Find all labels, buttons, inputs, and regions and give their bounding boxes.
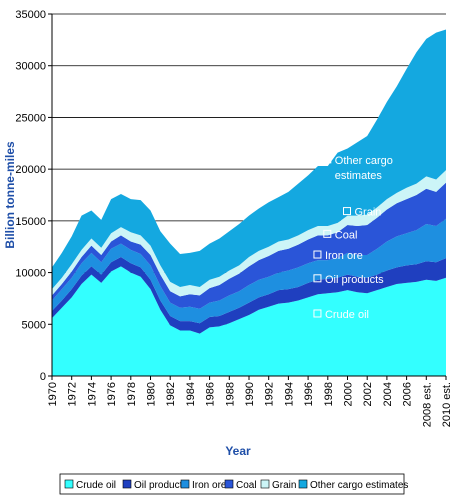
annotation-other-cargo-estimates: Other cargo estimates — [323, 155, 393, 182]
legend-swatch — [64, 479, 74, 489]
x-tick-label: 2008 est. — [421, 382, 433, 427]
x-tick-label: 1994 — [283, 382, 295, 406]
legend-label: Grain — [272, 480, 296, 491]
annotation-coal: Coal — [323, 229, 358, 241]
y-tick-label: 20000 — [15, 164, 46, 176]
legend: Crude oil Oil products Iron ore Coal Grain Ot… — [59, 473, 408, 495]
area-series — [52, 29, 446, 376]
legend-label: Coal — [236, 480, 257, 491]
x-tick-label: 2006 — [402, 382, 414, 406]
y-axis-label: Billion tonne-miles — [3, 141, 17, 249]
x-tick-label: 1970 — [47, 382, 59, 406]
x-tick-label: 1998 — [323, 382, 335, 406]
x-tick-label: 1982 — [165, 382, 177, 406]
legend-item-coal: Coal — [224, 479, 257, 491]
y-tick-label: 25000 — [15, 112, 46, 124]
annotation-label: Oil products — [325, 274, 384, 286]
x-tick-label: 2010 est. — [441, 382, 453, 427]
legend-item-grain: Grain — [260, 479, 296, 491]
area-oil-products — [52, 257, 446, 334]
x-tick-label: 2002 — [362, 382, 374, 406]
x-tick-label: 1984 — [185, 382, 197, 406]
annotation-label: Crude oil — [325, 309, 369, 321]
legend-item-oil-products: Oil products — [122, 479, 187, 491]
x-tick-label: 1996 — [303, 382, 315, 406]
x-tick-label: 1992 — [264, 382, 276, 406]
legend-swatch — [298, 479, 308, 489]
annotation-marker — [323, 155, 332, 164]
area-coal — [52, 182, 446, 309]
legend-swatch — [260, 479, 270, 489]
annotation-iron-ore: Iron ore — [313, 250, 363, 262]
annotation-oil-products: Oil products — [313, 274, 384, 286]
area-iron-ore — [52, 218, 446, 324]
x-tick-label: 1988 — [224, 382, 236, 406]
annotation-marker — [313, 274, 322, 283]
annotation-marker — [313, 250, 322, 259]
annotation-marker — [313, 309, 322, 318]
legend-item-crude-oil: Crude oil — [64, 479, 116, 491]
x-tick-label: 1978 — [126, 382, 138, 406]
annotation-label: Coal — [335, 229, 358, 241]
legend-label: Other cargo estimates — [310, 480, 408, 491]
y-tick-label: 5000 — [22, 319, 46, 331]
annotation-grain: Grain — [343, 207, 382, 219]
x-tick-label: 1990 — [244, 382, 256, 406]
area-grain — [52, 170, 446, 297]
annotation-crude-oil: Crude oil — [313, 309, 369, 321]
annotation-label: estimates — [335, 170, 383, 182]
x-tick-label: 1974 — [86, 382, 98, 406]
legend-label: Iron ore — [192, 480, 227, 491]
x-axis-label: Year — [225, 444, 251, 458]
annotations: Other cargo estimates Grain Coal Iron ore Oil… — [313, 155, 393, 321]
legend-swatch — [180, 479, 190, 489]
y-tick-label: 35000 — [15, 9, 46, 21]
legend-item-other-cargo-estimates: Other cargo estimates — [298, 479, 408, 491]
y-tick-label: 30000 — [15, 61, 46, 73]
annotation-label: Other cargo — [335, 155, 393, 167]
x-tick-label: 1986 — [205, 382, 217, 406]
annotation-label: Iron ore — [325, 250, 363, 262]
annotation-marker — [323, 229, 332, 238]
legend-label: Crude oil — [76, 480, 116, 491]
x-tick-label: 2004 — [382, 382, 394, 406]
y-tick-label: 0 — [40, 371, 46, 383]
x-tick-label: 1976 — [106, 382, 118, 406]
legend-item-iron-ore: Iron ore — [180, 479, 227, 491]
x-tick-label: 1972 — [67, 382, 79, 406]
y-tick-label: 10000 — [15, 268, 46, 280]
area-other-cargo-estimates — [52, 29, 446, 290]
legend-swatch — [224, 479, 234, 489]
y-tick-label: 15000 — [15, 216, 46, 228]
legend-label: Oil products — [134, 480, 187, 491]
area-crude-oil — [52, 266, 446, 376]
x-tick-label: 2000 — [343, 382, 355, 406]
x-tick-label: 1980 — [146, 382, 158, 406]
legend-swatch — [122, 479, 132, 489]
axes: 0 5000 10000 15000 20000 25000 30000 35000 1970 1… — [15, 9, 453, 427]
annotation-label: Grain — [355, 207, 382, 219]
annotation-marker — [343, 207, 351, 216]
